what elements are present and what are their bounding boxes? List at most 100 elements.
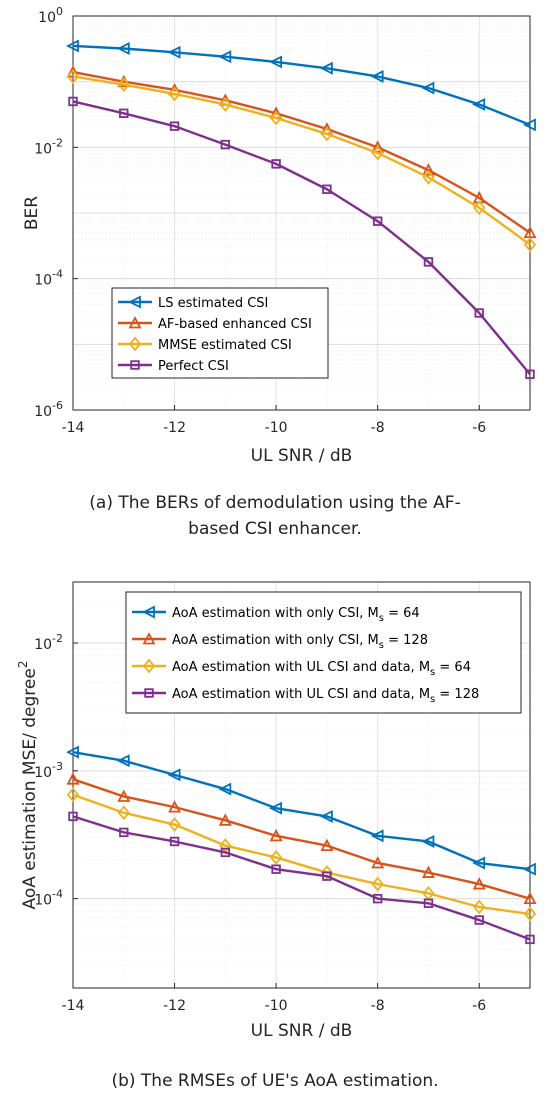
series-2 <box>66 772 537 905</box>
data-point <box>220 847 231 858</box>
data-point <box>167 45 181 59</box>
legend-entry: Perfect CSI <box>158 359 229 374</box>
data-point <box>421 865 435 878</box>
data-point <box>117 77 130 93</box>
legend-marker <box>142 632 156 645</box>
data-point <box>473 200 486 216</box>
data-point <box>219 97 232 112</box>
series-line <box>72 815 531 941</box>
y-tick-label: 10-2 <box>34 136 63 157</box>
data-point <box>472 97 486 111</box>
x-tick-label: -14 <box>62 998 85 1014</box>
x-tick-label: -6 <box>472 420 486 436</box>
legend-entry: AF-based enhanced CSI <box>158 317 312 332</box>
data-point <box>372 216 383 226</box>
y-tick-label: 10-6 <box>34 399 63 420</box>
data-point <box>371 145 384 161</box>
data-point <box>320 126 334 142</box>
data-point <box>371 856 385 869</box>
legend-entry: LS estimated CSI <box>158 296 268 311</box>
y-tick-label: 10-4 <box>34 268 63 289</box>
x-tick-label: -10 <box>265 998 288 1014</box>
data-point <box>271 864 281 874</box>
data-point <box>168 800 182 813</box>
data-point <box>423 898 434 908</box>
data-point <box>522 862 536 876</box>
data-point <box>423 257 434 267</box>
data-point <box>65 39 79 53</box>
data-point <box>117 805 130 821</box>
y-tick-label: 10-4 <box>34 888 63 909</box>
y-axis-label: BER <box>22 196 42 230</box>
data-point <box>522 118 536 132</box>
y-tick-label: 100 <box>38 5 63 26</box>
x-tick-label: -10 <box>265 420 288 436</box>
data-point <box>525 369 535 379</box>
data-point <box>218 782 232 796</box>
data-point <box>269 55 283 69</box>
series-1 <box>65 39 536 132</box>
x-tick-label: -12 <box>163 998 186 1014</box>
data-point <box>474 308 484 318</box>
series-line <box>72 778 531 900</box>
legend: LS estimated CSI AF-based enhanced CSI MMS… <box>111 287 329 379</box>
legend-marker <box>144 688 154 698</box>
data-point <box>320 865 334 880</box>
data-point <box>66 787 80 803</box>
x-tick-label: -14 <box>62 420 85 436</box>
data-point <box>370 70 384 83</box>
data-point <box>66 69 80 84</box>
legend-marker <box>142 658 156 674</box>
series-line <box>72 70 531 234</box>
data-point <box>68 96 78 107</box>
data-point <box>472 856 486 870</box>
data-point <box>523 906 537 922</box>
series-line <box>72 100 531 376</box>
caption-b: (b) The RMSEs of UE's AoA estimation. <box>111 1071 439 1091</box>
data-point <box>269 110 283 126</box>
data-point <box>319 61 333 75</box>
x-tick-label: -12 <box>163 420 186 436</box>
x-axis-label: UL SNR / dB <box>251 446 353 466</box>
y-axis-label: AoA estimation MSE/ degree2 <box>16 661 40 910</box>
series-line <box>72 793 531 916</box>
data-point <box>320 838 334 852</box>
chart-b: -14 -12 -10 -8 -6 10-4 10-3 10-2 UL SNR / dB AoA … <box>16 581 537 1041</box>
legend-box <box>125 591 522 714</box>
data-point <box>119 827 129 838</box>
data-point <box>116 754 130 768</box>
legend: AoA estimation with only CSI, Ms = 64 AoA… <box>125 591 522 714</box>
legend-marker <box>130 360 140 370</box>
legend-marker <box>128 316 142 329</box>
data-point <box>319 809 333 823</box>
data-point <box>167 768 181 782</box>
data-point <box>421 81 435 95</box>
data-point <box>119 108 129 118</box>
legend-marker <box>127 295 141 309</box>
legend-marker <box>141 605 155 619</box>
series-1 <box>65 745 536 876</box>
data-point <box>220 139 231 150</box>
data-point <box>474 915 484 925</box>
x-tick-label: -8 <box>371 998 385 1014</box>
legend-entry: MMSE estimated CSI <box>158 338 292 353</box>
data-point <box>116 42 130 55</box>
data-point <box>473 899 486 915</box>
series-line <box>72 750 531 871</box>
data-point <box>169 836 180 847</box>
caption-a: (a) The BERs of demodulation using the A… <box>0 490 550 542</box>
data-point <box>525 934 535 945</box>
data-point <box>218 813 232 826</box>
data-point <box>168 817 181 832</box>
data-point <box>372 893 383 904</box>
series-4 <box>68 811 535 945</box>
series-3 <box>66 69 537 253</box>
x-tick-label: -8 <box>371 420 385 436</box>
caption-a-line2: based CSI enhancer. <box>188 519 362 539</box>
data-point <box>68 811 78 822</box>
series-4 <box>68 96 535 379</box>
data-point <box>523 891 537 905</box>
data-point <box>421 163 435 176</box>
data-point <box>472 877 486 890</box>
